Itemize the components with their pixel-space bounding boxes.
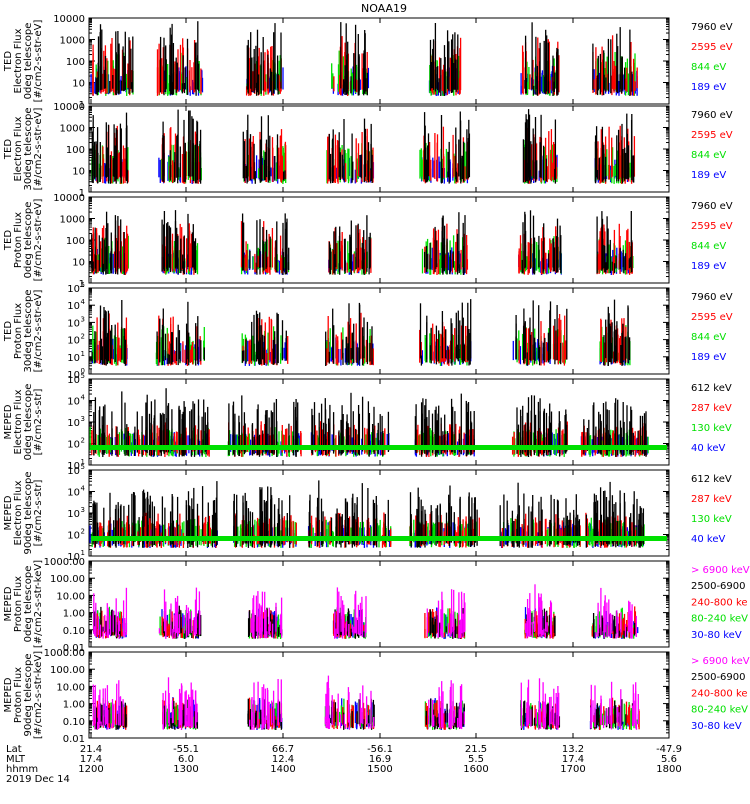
legend-entry: 844 eV	[691, 150, 726, 161]
y-tick-exponent: 5	[81, 281, 85, 289]
y-axis-label-line: [#/cm2-s-str-eV]	[33, 108, 44, 191]
legend-entry: 612 keV	[691, 474, 732, 485]
y-tick-label: 10	[72, 258, 85, 269]
y-tick-exponent: 2	[81, 437, 85, 445]
y-tick-label: 100	[66, 145, 85, 156]
baseline-band	[91, 445, 667, 450]
y-tick-exponent: 2	[81, 528, 85, 536]
y-tick-label: 10	[67, 375, 80, 386]
y-tick-label: 10000	[53, 14, 85, 25]
legend-entry: 7960 eV	[691, 110, 733, 121]
legend-entry: 7960 eV	[691, 201, 733, 212]
y-tick-label: 10	[67, 418, 80, 429]
legend-entry: 40 keV	[691, 443, 725, 454]
y-tick-exponent: 1	[81, 350, 85, 358]
legend-entry: 844 eV	[691, 332, 726, 343]
legend-entry: 130 keV	[691, 514, 732, 525]
y-axis-label-line: [#/cm2-s-str]	[33, 479, 44, 546]
legend-entry: 844 eV	[691, 241, 726, 252]
y-tick-label: 10	[67, 531, 80, 542]
legend-entry: 189 eV	[691, 261, 726, 272]
y-tick-label: 100	[66, 57, 85, 68]
legend-entry: 287 keV	[691, 403, 732, 414]
legend-entry: 40 keV	[691, 534, 725, 545]
y-tick-exponent: 4	[81, 485, 86, 493]
y-tick-label: 10	[67, 488, 80, 499]
legend-entry: 287 keV	[691, 494, 732, 505]
legend-entry: 7960 eV	[691, 22, 733, 33]
y-axis-label-line: [#/cm2-s-str-eV]	[33, 199, 44, 282]
y-tick-label: 10000	[53, 193, 85, 204]
chart-title: NOAA19	[361, 2, 407, 15]
legend-entry: 2595 eV	[691, 42, 733, 53]
y-tick-exponent: 4	[81, 394, 86, 402]
y-tick-label: 10	[67, 336, 80, 347]
legend-entry: 189 eV	[691, 352, 726, 363]
legend-entry: 2595 eV	[691, 312, 733, 323]
legend-entry: 130 keV	[691, 423, 732, 434]
y-tick-label: 10	[72, 79, 85, 90]
y-tick-label: 10	[67, 353, 80, 364]
legend-entry: 189 eV	[691, 170, 726, 181]
legend-entry: 189 eV	[691, 82, 726, 93]
y-axis-label-line: [#/cm2-s-str]	[33, 388, 44, 455]
y-tick-label: 10	[67, 318, 80, 329]
y-tick-exponent: 3	[81, 415, 85, 423]
y-tick-label: 10000	[53, 102, 85, 113]
y-tick-label: 10	[67, 509, 80, 520]
y-tick-label: 10	[67, 466, 80, 477]
legend-entry: 612 keV	[691, 383, 732, 394]
y-tick-label: 10	[72, 167, 85, 178]
y-tick-label: 10	[67, 284, 80, 295]
y-tick-label: 100	[66, 236, 85, 247]
y-tick-label: 1000	[60, 36, 85, 47]
y-tick-label: 10	[67, 397, 80, 408]
legend-entry: 2595 eV	[691, 221, 733, 232]
legend-entry: 844 eV	[691, 62, 726, 73]
y-tick-exponent: 4	[81, 298, 86, 306]
y-tick-exponent: 5	[81, 463, 85, 471]
y-tick-exponent: 5	[81, 372, 85, 380]
y-tick-exponent: 3	[81, 315, 85, 323]
y-tick-label: 10	[67, 301, 80, 312]
y-tick-label: 1000	[60, 215, 85, 226]
y-tick-exponent: 3	[81, 506, 85, 514]
legend-entry: 7960 eV	[691, 292, 733, 303]
y-tick-label: 1000	[60, 124, 85, 135]
y-axis-label-line: [#/cm2-s-str-eV]	[33, 20, 44, 103]
y-axis-label-line: [#/cm2-s-str-eV]	[33, 290, 44, 373]
y-tick-exponent: 1	[81, 549, 85, 557]
y-tick-exponent: 2	[81, 333, 85, 341]
legend-entry: 2595 eV	[691, 130, 733, 141]
y-tick-label: 10	[67, 440, 80, 451]
